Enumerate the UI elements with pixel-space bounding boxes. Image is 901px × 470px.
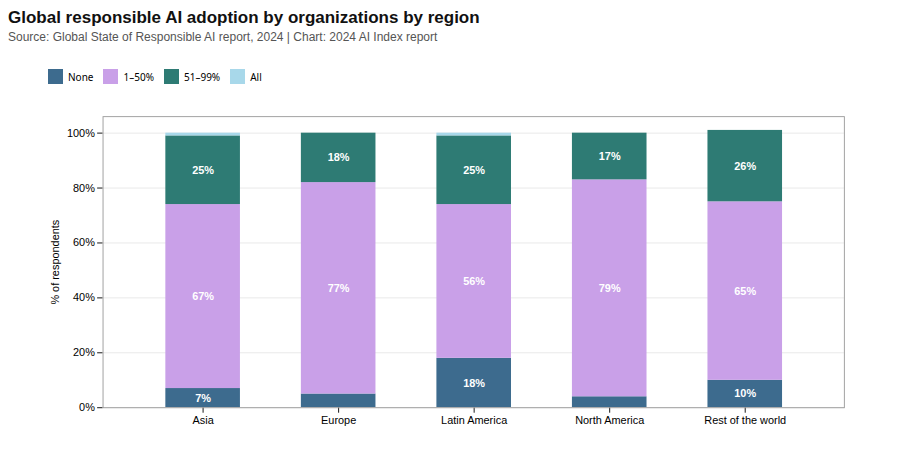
svg-text:67%: 67% bbox=[192, 290, 214, 302]
svg-text:25%: 25% bbox=[463, 164, 485, 176]
svg-text:17%: 17% bbox=[599, 150, 621, 162]
svg-text:Rest of the world: Rest of the world bbox=[704, 414, 786, 426]
svg-text:77%: 77% bbox=[328, 282, 350, 294]
svg-text:10%: 10% bbox=[734, 387, 756, 399]
svg-text:North America: North America bbox=[575, 414, 645, 426]
svg-text:20%: 20% bbox=[73, 346, 95, 358]
svg-text:25%: 25% bbox=[192, 164, 214, 176]
svg-text:0%: 0% bbox=[79, 401, 95, 413]
svg-text:18%: 18% bbox=[328, 151, 350, 163]
svg-text:Asia: Asia bbox=[192, 414, 214, 426]
svg-text:79%: 79% bbox=[599, 282, 621, 294]
svg-text:56%: 56% bbox=[463, 275, 485, 287]
html-text:All: All bbox=[250, 69, 262, 84]
svg-text:60%: 60% bbox=[73, 236, 95, 248]
svg-text:18%: 18% bbox=[463, 376, 485, 388]
svg-text:65%: 65% bbox=[734, 285, 756, 297]
svg-text:100%: 100% bbox=[67, 127, 95, 139]
svg-text:7%: 7% bbox=[195, 392, 211, 404]
svg-text:26%: 26% bbox=[734, 160, 756, 172]
svg-text:80%: 80% bbox=[73, 182, 95, 194]
html-text:None: None bbox=[68, 69, 94, 84]
svg-text:Europe: Europe bbox=[321, 414, 356, 426]
svg-text:Latin America: Latin America bbox=[441, 414, 508, 426]
html-text:1–50%: 1–50% bbox=[123, 69, 154, 84]
svg-text:40%: 40% bbox=[73, 291, 95, 303]
html-text:Global responsible AI adoption: Global responsible AI adoption by organi… bbox=[8, 8, 480, 27]
html-text:Source: Global State of Respon: Source: Global State of Responsible AI r… bbox=[8, 30, 438, 44]
svg-text:% of respondents: % of respondents bbox=[49, 219, 61, 304]
html-text:51–99%: 51–99% bbox=[184, 69, 221, 84]
